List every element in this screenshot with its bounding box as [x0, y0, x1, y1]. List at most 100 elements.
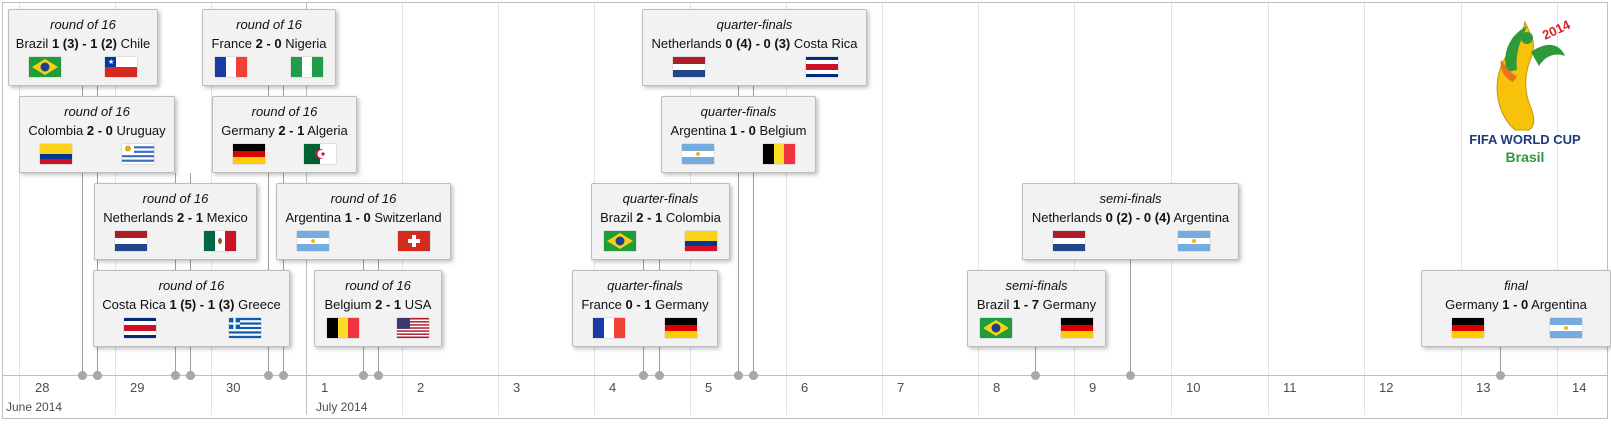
match-stage: round of 16 — [236, 17, 302, 32]
match-result: Netherlands 0 (4) - 0 (3) Costa Rica — [643, 36, 866, 52]
match-start-dot[interactable] — [1126, 371, 1135, 380]
day-label-28: 28 — [35, 380, 50, 395]
day-label-3: 3 — [513, 380, 521, 395]
flag-brazil-icon — [29, 57, 61, 77]
match-card[interactable]: quarter-finals Netherlands 0 (4) - 0 (3) … — [642, 9, 867, 86]
team-home: Brazil — [600, 210, 633, 225]
match-start-dot[interactable] — [78, 371, 87, 380]
team-away: Belgium — [759, 123, 807, 138]
day-label-30: 30 — [226, 380, 241, 395]
team-home: Netherlands — [1031, 210, 1102, 225]
match-end-dot[interactable] — [186, 371, 195, 380]
match-start-dot[interactable] — [1496, 371, 1505, 380]
match-start-dot[interactable] — [639, 371, 648, 380]
flag-belgium-icon — [327, 318, 359, 338]
day-label-14: 14 — [1572, 380, 1587, 395]
match-connector — [738, 86, 739, 375]
day-label-8: 8 — [993, 380, 1001, 395]
match-card[interactable]: round of 16 Germany 2 - 1 Algeria — [212, 96, 357, 173]
time-axis — [3, 375, 1608, 376]
match-start-dot[interactable] — [264, 371, 273, 380]
match-stage: quarter-finals — [622, 191, 699, 206]
flag-uruguay-icon — [122, 144, 154, 164]
team-home: Germany — [221, 123, 275, 138]
flag-germany-icon — [665, 318, 697, 338]
match-start-dot[interactable] — [171, 371, 180, 380]
match-stage: semi-finals — [1099, 191, 1162, 206]
match-card[interactable]: quarter-finals Brazil 2 - 1 Colombia — [591, 183, 730, 260]
day-label-11: 11 — [1283, 380, 1297, 395]
match-card[interactable]: round of 16 France 2 - 0 Nigeria — [202, 9, 336, 86]
match-result: Netherlands 0 (2) - 0 (4) Argentina — [1023, 210, 1238, 226]
team-away: Germany — [1042, 297, 1097, 312]
match-card[interactable]: round of 16 Argentina 1 - 0 Switzerland — [276, 183, 451, 260]
match-card[interactable]: quarter-finals France 0 - 1 Germany — [572, 270, 718, 347]
team-home: Germany — [1445, 297, 1499, 312]
team-home: Argentina — [670, 123, 727, 138]
flag-greece-icon — [229, 318, 261, 338]
match-result: Brazil 1 (3) - 1 (2) Chile — [9, 36, 157, 52]
match-card[interactable]: final Germany 1 - 0 Argentina — [1421, 270, 1611, 347]
match-card[interactable]: round of 16 Costa Rica 1 (5) - 1 (3) Gree… — [93, 270, 290, 347]
team-home: Brazil — [976, 297, 1010, 312]
match-card[interactable]: semi-finals Brazil 1 - 7 Germany — [967, 270, 1106, 347]
team-home: France — [581, 297, 622, 312]
match-result: Brazil 2 - 1 Colombia — [592, 210, 729, 226]
match-result: Belgium 2 - 1 USA — [315, 297, 441, 313]
team-away: Uruguay — [116, 123, 166, 138]
match-card[interactable]: quarter-finals Argentina 1 - 0 Belgium — [661, 96, 816, 173]
match-score: 0 (4) - 0 (3) — [725, 36, 791, 51]
match-end-dot[interactable] — [93, 371, 102, 380]
flag-argentina-icon — [297, 231, 329, 251]
flag-belgium-icon — [763, 144, 795, 164]
match-stage: round of 16 — [142, 191, 209, 206]
match-connector — [82, 86, 83, 375]
match-connector — [1130, 260, 1131, 375]
day-label-29: 29 — [130, 380, 145, 395]
match-result: Colombia 2 - 0 Uruguay — [20, 123, 174, 139]
flag-colombia-icon — [685, 231, 717, 251]
match-stage: round of 16 — [251, 104, 318, 119]
team-home: Brazil — [15, 36, 49, 51]
month-label-0: June 2014 — [6, 400, 63, 414]
flag-costa-rica-icon — [124, 318, 156, 338]
logo-title: FIFA WORLD CUP — [1469, 132, 1581, 147]
team-away: Greece — [238, 297, 281, 312]
match-card[interactable]: round of 16 Colombia 2 - 0 Uruguay — [19, 96, 175, 173]
match-card[interactable]: round of 16 Brazil 1 (3) - 1 (2) Chile ★ — [8, 9, 158, 86]
gridline-day-12 — [1364, 3, 1365, 415]
team-home: Colombia — [28, 123, 84, 138]
team-home: Netherlands — [103, 210, 174, 225]
match-result: Argentina 1 - 0 Switzerland — [277, 210, 450, 226]
flag-netherlands-icon — [115, 231, 147, 251]
gridline-day-7 — [882, 3, 883, 415]
match-stage: final — [1504, 278, 1528, 293]
gridline-day-8 — [978, 3, 979, 415]
match-end-dot[interactable] — [374, 371, 383, 380]
match-result: France 0 - 1 Germany — [573, 297, 717, 313]
match-start-dot[interactable] — [359, 371, 368, 380]
flag-france-icon — [593, 318, 625, 338]
match-stage: quarter-finals — [607, 278, 683, 293]
flag-argentina-icon — [1550, 318, 1582, 338]
match-card[interactable]: round of 16 Netherlands 2 - 1 Mexico — [94, 183, 257, 260]
match-end-dot[interactable] — [749, 371, 758, 380]
match-connector — [378, 347, 379, 375]
match-result: Netherlands 2 - 1 Mexico — [95, 210, 256, 226]
match-score: 0 (2) - 0 (4) — [1105, 210, 1171, 225]
gridline-day-11 — [1268, 3, 1269, 415]
match-score: 2 - 1 — [375, 297, 402, 312]
match-start-dot[interactable] — [1031, 371, 1040, 380]
match-end-dot[interactable] — [279, 371, 288, 380]
team-away: Argentina — [1173, 210, 1230, 225]
match-card[interactable]: semi-finals Netherlands 0 (2) - 0 (4) Arg… — [1022, 183, 1239, 260]
match-end-dot[interactable] — [655, 371, 664, 380]
match-card[interactable]: round of 16 Belgium 2 - 1 USA — [314, 270, 442, 347]
team-away: Costa Rica — [793, 36, 858, 51]
match-score: 1 - 7 — [1013, 297, 1040, 312]
day-label-1: 1 — [321, 380, 329, 395]
team-away: Germany — [655, 297, 709, 312]
team-away: Switzerland — [374, 210, 442, 225]
match-start-dot[interactable] — [734, 371, 743, 380]
